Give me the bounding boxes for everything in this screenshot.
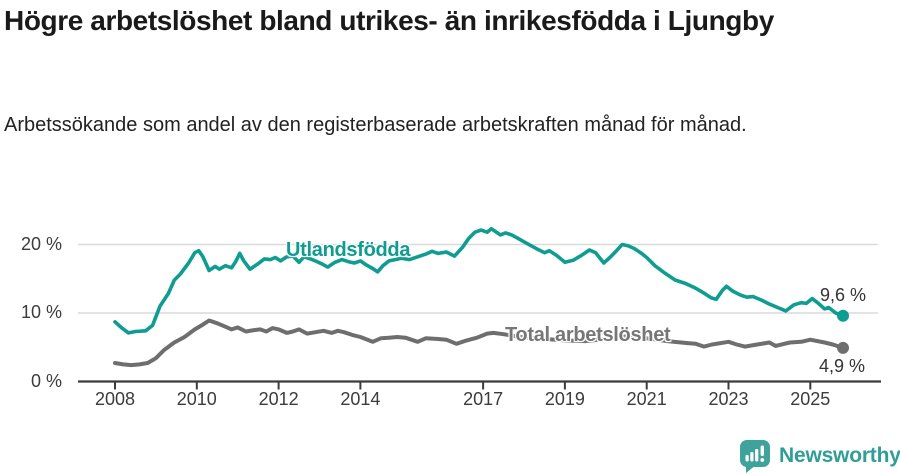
x-tick-label-2019: 2019	[544, 389, 585, 409]
page-subtitle: Arbetssökande som andel av den registerb…	[4, 114, 747, 136]
x-tick-label-2014: 2014	[340, 389, 381, 409]
x-tick-label-2023: 2023	[708, 389, 749, 409]
y-tick-label-10: 10 %	[20, 302, 62, 322]
end-value-label-utlandsfodda: 9,6 %	[820, 285, 867, 305]
page-title: Högre arbetslöshet bland utrikes- än inr…	[4, 5, 774, 36]
y-tick-label-20: 20 %	[20, 233, 62, 254]
x-tick-label-2010: 2010	[176, 389, 217, 409]
x-tick-label-2017: 2017	[463, 389, 504, 409]
newsworthy-logo-text: Newsworthy	[779, 444, 900, 467]
end-value-label-total-arbetsloshet: 4,9 %	[819, 356, 866, 376]
y-tick-label-0: 0 %	[30, 370, 62, 391]
newsworthy-bars-icon	[740, 440, 770, 473]
x-tick-label-2021: 2021	[626, 389, 667, 409]
newsworthy-logo: Newsworthy	[739, 439, 900, 473]
series-label-total-arbetsloshet: Total arbetslöshet	[505, 324, 671, 346]
x-tick-label-2008: 2008	[94, 389, 136, 409]
x-tick-label-2012: 2012	[258, 389, 299, 409]
series-label-utlandsfodda: Utlandsfödda	[286, 239, 411, 261]
x-tick-label-2025: 2025	[790, 389, 831, 409]
